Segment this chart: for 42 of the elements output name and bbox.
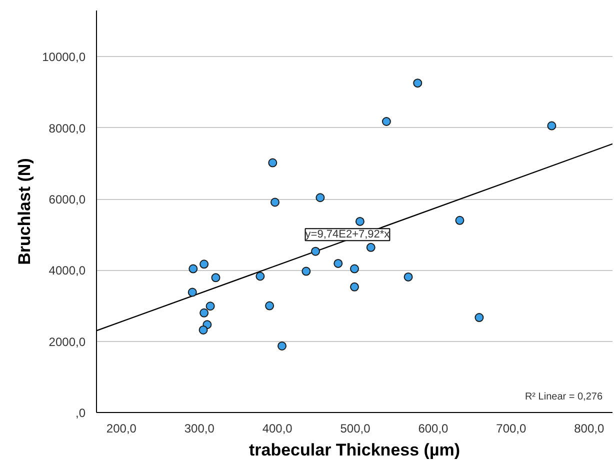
point bbox=[334, 258, 343, 268]
point bbox=[350, 264, 359, 274]
point bbox=[200, 260, 209, 269]
y-tick-label: 4000,0 bbox=[48, 264, 86, 278]
point bbox=[547, 121, 556, 130]
y-tick-label: 8000,0 bbox=[48, 121, 86, 136]
y-tick-label: 10000,0 bbox=[42, 50, 86, 64]
point bbox=[278, 341, 287, 350]
point bbox=[302, 266, 311, 276]
x-tick-label: 500,0 bbox=[340, 422, 371, 436]
point bbox=[404, 272, 413, 282]
point bbox=[188, 288, 197, 297]
x-tick-label: 400,0 bbox=[262, 422, 293, 436]
x-tick-label: 700,0 bbox=[496, 422, 527, 436]
point bbox=[474, 313, 484, 322]
point bbox=[268, 158, 278, 168]
x-tick-label: 800,0 bbox=[574, 422, 604, 436]
point bbox=[311, 246, 320, 256]
point bbox=[211, 273, 220, 282]
point bbox=[382, 117, 391, 126]
point bbox=[355, 216, 364, 226]
x-tick-label: 200,0 bbox=[106, 422, 137, 436]
point bbox=[316, 193, 325, 202]
point bbox=[350, 282, 359, 292]
y-tick-label: 2000,0 bbox=[48, 334, 86, 349]
point bbox=[366, 242, 376, 252]
y-axis-title: Bruchlast (N) bbox=[15, 158, 34, 265]
point bbox=[198, 325, 208, 334]
point bbox=[206, 302, 215, 311]
x-tick-label: 600,0 bbox=[418, 422, 449, 436]
x-axis-title: trabecular Thickness (µm) bbox=[248, 440, 460, 460]
point bbox=[270, 198, 280, 207]
point bbox=[265, 301, 274, 310]
point bbox=[188, 264, 198, 274]
point bbox=[200, 308, 209, 318]
y-tick-label: ,0 bbox=[75, 406, 86, 420]
x-tick-label: 300,0 bbox=[184, 422, 215, 436]
point bbox=[455, 216, 464, 225]
point bbox=[413, 78, 422, 88]
annotation: R² Linear = 0,276 bbox=[524, 392, 603, 402]
point bbox=[256, 272, 265, 281]
y-tick-label: 6000,0 bbox=[48, 192, 86, 207]
